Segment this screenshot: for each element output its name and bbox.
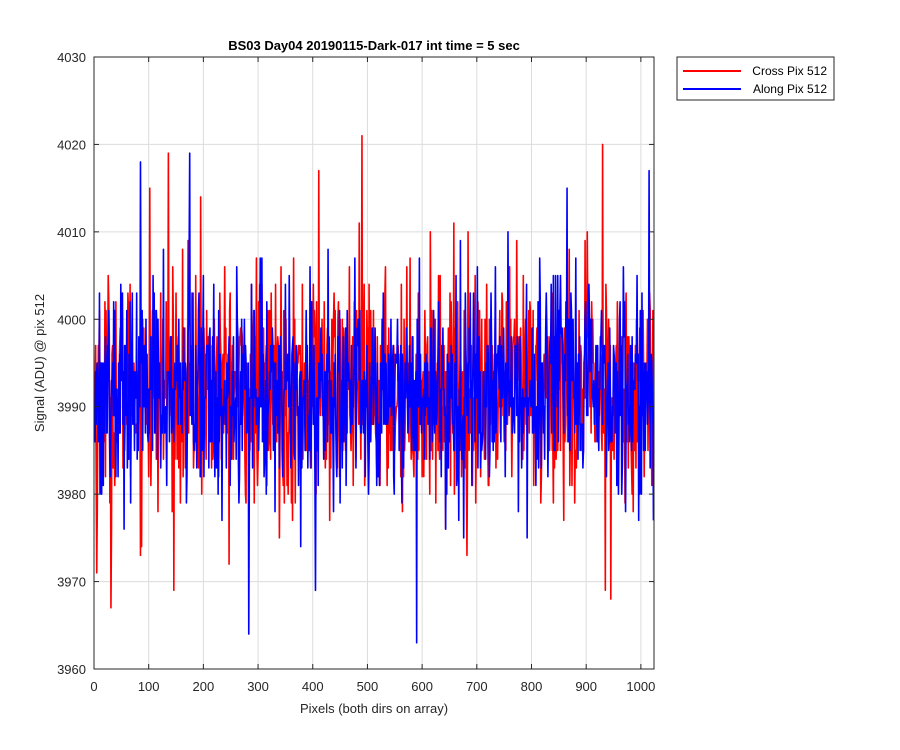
x-tick-label: 600 — [411, 679, 433, 694]
axes-box — [93, 56, 655, 670]
y-tick-label: 3960 — [57, 662, 86, 677]
y-tick-label: 4000 — [57, 312, 86, 327]
x-tick-label: 200 — [193, 679, 215, 694]
legend: Cross Pix 512 Along Pix 512 — [676, 56, 835, 101]
legend-label-cross: Cross Pix 512 — [752, 64, 827, 78]
x-axis-label: Pixels (both dirs on array) — [300, 701, 448, 716]
x-tick-label: 500 — [357, 679, 379, 694]
chart-title: BS03 Day04 20190115-Dark-017 int time = … — [228, 38, 520, 53]
x-tick-label: 700 — [466, 679, 488, 694]
y-tick-label: 3990 — [57, 400, 86, 415]
legend-label-along: Along Pix 512 — [753, 82, 827, 96]
y-tick-label: 3980 — [57, 487, 86, 502]
y-tick-label: 4030 — [57, 50, 86, 65]
x-tick-label: 400 — [302, 679, 324, 694]
x-tick-label: 800 — [521, 679, 543, 694]
y-tick-label: 3970 — [57, 575, 86, 590]
x-tick-label: 100 — [138, 679, 160, 694]
x-tick-label: 1000 — [626, 679, 655, 694]
series-line-1 — [94, 152, 654, 644]
y-axis-label: Signal (ADU) @ pix 512 — [32, 294, 47, 432]
series-group — [94, 134, 654, 644]
ticks: 0 100 200 300 400 500 600 700 800 900 1000 3960 3970… — [57, 50, 655, 694]
y-tick-label: 4020 — [57, 137, 86, 152]
x-tick-label: 900 — [575, 679, 597, 694]
x-tick-label: 300 — [247, 679, 269, 694]
legend-box — [676, 56, 835, 101]
y-tick-label: 4010 — [57, 225, 86, 240]
x-tick-label: 0 — [90, 679, 97, 694]
